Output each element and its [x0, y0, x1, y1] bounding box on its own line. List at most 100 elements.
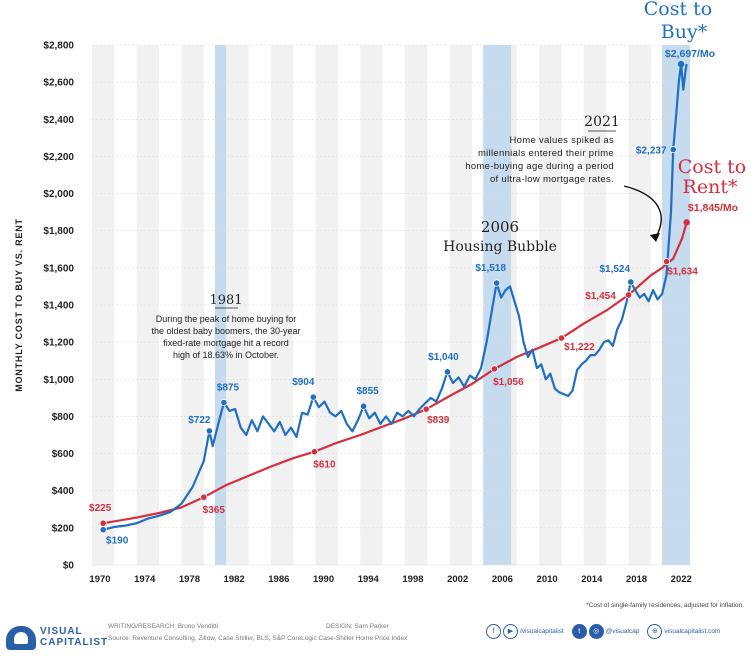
background-band	[270, 45, 294, 565]
x-tick-label: 1982	[224, 574, 245, 585]
annotation-1981-line-2: the oldest baby boomers, the 30-year	[151, 326, 300, 336]
chart: $0 $200 $400 $600 $800 $1,000 $1,200 $1,400 $1,6…	[14, 0, 746, 585]
twitter-icon[interactable]: t	[571, 624, 587, 639]
background-band	[136, 45, 160, 565]
buy-data-point	[669, 145, 677, 154]
buy-point-label: $1,524	[599, 264, 630, 275]
rent-point-label: $610	[313, 460, 336, 471]
play-icon[interactable]: ▶	[503, 624, 518, 639]
y-tick-label: $2,000	[43, 189, 74, 200]
social-handle-2[interactable]: @visualcap	[605, 628, 640, 635]
annotation-2021-line-4: of ultra-low mortgage rates.	[490, 174, 614, 185]
rent-series-label-bottom: Rent*	[683, 176, 738, 198]
annotation-2021-title: 2021	[584, 114, 620, 130]
buy-series-value-label: $2,697/Mo	[665, 48, 715, 60]
y-tick-label: $800	[52, 412, 75, 423]
logo-icon	[6, 626, 36, 650]
design-credit: DESIGN: Sam Parker	[326, 623, 389, 630]
buy-point-label: $1,518	[475, 263, 506, 274]
buy-series-label-bottom: Buy*	[661, 21, 708, 43]
y-tick-label: $1,800	[43, 226, 74, 237]
background-band	[539, 45, 562, 565]
x-tick-label: 2022	[671, 574, 692, 585]
buy-data-point	[99, 526, 107, 534]
buy-data-point	[443, 368, 452, 376]
rent-point-label: $1,454	[585, 291, 616, 302]
background-band	[583, 45, 607, 565]
y-tick-label: $1,600	[43, 263, 74, 274]
annotation-1981-line-3: fixed-rate mortgage hit a record	[163, 338, 289, 348]
x-axis-tick-labels: 1970 1974 1978 1982 1986 1990 1994 1998 2002 2006…	[89, 574, 691, 585]
rent-point-label: $365	[203, 505, 226, 516]
website-link[interactable]: visualcapitalist.com	[664, 628, 721, 635]
logo-text: VISUAL CAPITALIST	[40, 626, 108, 648]
annotation-2006-subtitle: Housing Bubble	[443, 239, 557, 255]
logo-line-1: VISUAL	[40, 626, 83, 637]
x-tick-label: 1990	[313, 574, 334, 585]
y-tick-label: $2,400	[43, 115, 74, 126]
rent-point-label: $839	[427, 415, 450, 426]
rent-point-label: $225	[89, 503, 112, 514]
buy-point-label: $1,040	[428, 352, 459, 363]
rent-data-point	[310, 448, 319, 456]
y-axis-label: MONTHLY COST TO BUY VS. RENT	[14, 218, 24, 392]
rent-data-point	[662, 257, 671, 266]
annotation-2021: 2021 Home values spiked as millennials e…	[465, 114, 662, 242]
rent-series-label-top: Cost to	[678, 156, 746, 178]
footer: *Cost of single-family residences, adjus…	[0, 602, 754, 660]
x-tick-label: 1970	[89, 574, 110, 585]
rent-data-point	[422, 405, 430, 413]
visual-capitalist-logo[interactable]: VISUAL CAPITALIST	[6, 622, 107, 654]
data-point-labels: $225 $190 $365 $722 $875 $904 $610 $855 $839 $1,0…	[89, 146, 698, 547]
annotation-2021-line-2: millennials entered their prime	[478, 148, 614, 159]
annotation-1981-title: 1981	[209, 293, 242, 308]
rent-point-label: $1,222	[564, 342, 595, 353]
buy-series-line	[102, 62, 688, 531]
rent-point-label: $1,056	[493, 377, 524, 388]
background-band	[315, 45, 338, 565]
buy-point-label: $190	[106, 536, 129, 547]
rent-data-point	[624, 291, 633, 299]
buy-data-point	[220, 398, 228, 407]
annotation-2006-title: 2006	[481, 218, 519, 236]
buy-data-point	[627, 278, 635, 286]
gridlines	[92, 44, 690, 566]
research-credit: WRITING/RESEARCH: Bruno Venditti	[108, 623, 219, 630]
website-icon[interactable]: ⊕	[647, 624, 663, 639]
source-credit: Source: Reventure Consulting, Zillow, Ca…	[108, 635, 408, 642]
y-tick-label: $200	[52, 523, 75, 534]
logo-line-2: CAPITALIST	[40, 637, 109, 648]
data-point-markers	[99, 60, 690, 534]
rent-data-point	[490, 365, 498, 373]
x-tick-label: 1978	[179, 574, 200, 585]
instagram-icon[interactable]: ◎	[588, 624, 604, 639]
buy-data-point	[360, 402, 368, 410]
y-tick-label: $2,600	[43, 78, 74, 89]
rent-series-value-label: $1,845/Mo	[688, 202, 738, 214]
y-tick-label: $2,200	[43, 152, 74, 163]
annotation-2021-arrow	[623, 185, 662, 238]
annotation-2021-line-1: Home values spiked as	[509, 135, 614, 146]
y-tick-label: $1,400	[43, 301, 74, 312]
social-handle-1[interactable]: /visualcapitalist	[520, 628, 564, 635]
buy-point-label: $855	[356, 386, 379, 397]
x-tick-label: 1998	[402, 574, 423, 585]
y-axis-tick-labels: $0 $200 $400 $600 $800 $1,000 $1,200 $1,400 $1,6…	[43, 41, 74, 572]
facebook-icon[interactable]: f	[486, 624, 501, 639]
y-tick-label: $600	[52, 449, 75, 460]
rent-point-label: $1,634	[667, 267, 698, 278]
x-tick-label: 2018	[626, 574, 647, 585]
rent-end-point	[683, 219, 690, 226]
annotation-2006: 2006 Housing Bubble	[443, 218, 557, 255]
annotation-2021-line-3: home-buying age during a period	[465, 161, 614, 172]
x-tick-label: 2002	[447, 574, 468, 585]
buy-data-point	[205, 427, 213, 435]
y-tick-label: $2,800	[43, 41, 74, 52]
buy-data-point	[309, 393, 317, 401]
y-tick-label: $1,200	[43, 338, 74, 349]
background-band	[92, 45, 115, 565]
buy-data-point	[493, 279, 501, 287]
annotation-1981: 1981 During the peak of home buying for …	[151, 293, 300, 360]
buy-point-label: $2,237	[636, 146, 667, 157]
y-tick-label: $400	[52, 486, 75, 497]
